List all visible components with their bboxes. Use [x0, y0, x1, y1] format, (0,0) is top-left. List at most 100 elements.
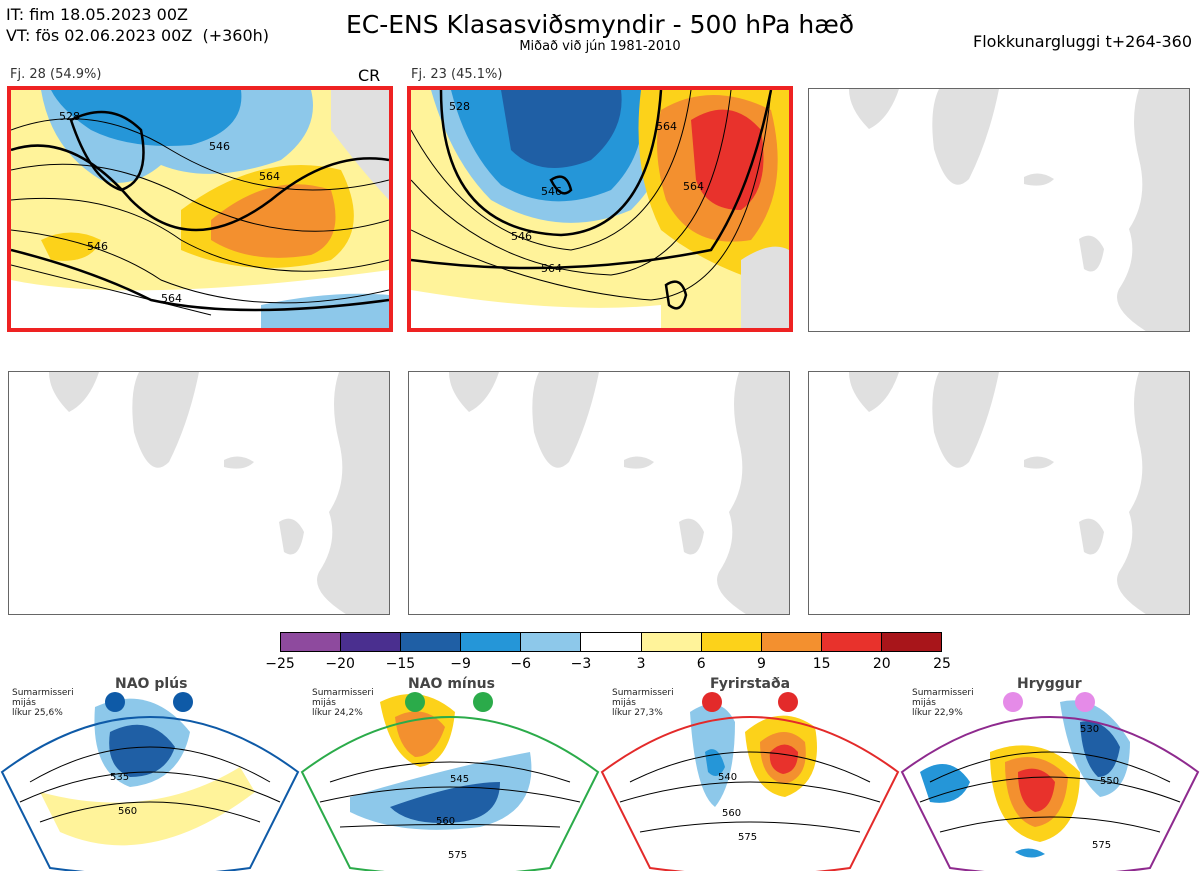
cluster-map-6[interactable] [808, 371, 1190, 615]
regime-fan-map: 535 560 [0, 698, 300, 871]
land-outline [49, 372, 389, 614]
land-outline [849, 372, 1189, 614]
colorbar [280, 632, 942, 652]
regime-dot [105, 692, 125, 712]
regime-dot [473, 692, 493, 712]
contour-label: 528 [449, 100, 470, 113]
colorbar-segment [581, 633, 642, 651]
colorbar-tick-label: −20 [325, 656, 355, 672]
colorbar-segment [341, 633, 402, 651]
regime-season: Sumarmisseri [612, 688, 674, 698]
regime-nao-minus: 545 560 575 Sumarmisseri mijás líkur 24,… [300, 672, 600, 871]
regime-prob: líkur 22,9% [912, 708, 963, 718]
panel-1-tag: CR [358, 66, 381, 85]
cluster-map-1[interactable]: 528 546 546 564 564 [7, 86, 393, 332]
regime-season: Sumarmisseri [12, 688, 74, 698]
regime-dot [405, 692, 425, 712]
regime-name: Hryggur [1017, 676, 1082, 692]
contour-label: 545 [450, 774, 469, 785]
regime-name: Fyrirstaða [710, 676, 791, 692]
contour-label: 546 [511, 230, 532, 243]
land-outline [849, 89, 1189, 331]
contour-label: 546 [87, 240, 108, 253]
contour-label: 564 [656, 120, 677, 133]
contour-label: 540 [718, 772, 737, 783]
regime-info: Sumarmisseri mijás líkur 27,3% [612, 688, 674, 718]
contour-label: 530 [1080, 724, 1099, 735]
colorbar-segment [461, 633, 522, 651]
regime-ridge: 530 550 575 Sumarmisseri mijás líkur 22,… [900, 672, 1200, 871]
regime-prob: líkur 24,2% [312, 708, 363, 718]
contour-label: 528 [59, 110, 80, 123]
header-info: IT: fim 18.05.2023 00Z VT: fös 02.06.2023… [6, 4, 269, 46]
contour-label: 564 [161, 292, 182, 305]
regime-blocking: 540 560 575 Sumarmisseri mijás líkur 27,… [600, 672, 900, 871]
contour-label: 564 [259, 170, 280, 183]
regime-sub: mijás [312, 698, 336, 708]
cluster-map-5[interactable] [408, 371, 790, 615]
regime-dot [702, 692, 722, 712]
regime-info: Sumarmisseri mijás líkur 22,9% [912, 688, 974, 718]
regime-name: NAO plús [115, 676, 188, 692]
window-label: Flokkunargluggi t+264-360 [973, 32, 1192, 51]
colorbar-tick-label: 3 [636, 656, 646, 672]
regime-prob: líkur 25,6% [12, 708, 63, 718]
colorbar-tick-label: 6 [696, 656, 706, 672]
colorbar-segment [641, 633, 702, 651]
colorbar-segment [281, 633, 342, 651]
colorbar-tick-label: 15 [812, 656, 831, 672]
cluster-map-1-graphic: 528 546 546 564 564 [11, 90, 389, 328]
regime-sub: mijás [12, 698, 36, 708]
regime-name: NAO mínus [408, 676, 495, 692]
contour-label: 575 [1092, 840, 1111, 851]
colorbar-segment [401, 633, 462, 651]
regime-dot [1003, 692, 1023, 712]
contour-label: 550 [1100, 776, 1119, 787]
contour-label: 560 [436, 816, 455, 827]
contour-label: 575 [448, 850, 467, 861]
regime-prob: líkur 27,3% [612, 708, 663, 718]
contour-label: 564 [683, 180, 704, 193]
colorbar-segment [701, 633, 762, 651]
contour-label: 546 [209, 140, 230, 153]
colorbar-tick-label: −9 [450, 656, 471, 672]
regime-season: Sumarmisseri [312, 688, 374, 698]
colorbar-tick-label: 25 [933, 656, 951, 672]
regime-dot [173, 692, 193, 712]
contour-label: 560 [118, 806, 137, 817]
colorbar-segment [821, 633, 882, 651]
valid-time: VT: fös 02.06.2023 00Z (+360h) [6, 26, 270, 45]
cluster-map-2[interactable]: 528 546 546 564 564 564 [407, 86, 793, 332]
regime-dot [1075, 692, 1095, 712]
regime-info: Sumarmisseri mijás líkur 24,2% [312, 688, 374, 718]
regime-sub: mijás [912, 698, 936, 708]
cluster-map-4[interactable] [8, 371, 390, 615]
regime-fan-map: 545 560 575 [300, 694, 600, 871]
colorbar-segment [881, 633, 942, 651]
regime-fan-map: 530 550 575 [900, 700, 1200, 871]
land-outline [449, 372, 789, 614]
init-time: IT: fim 18.05.2023 00Z [6, 5, 188, 24]
colorbar-tick-label: 20 [872, 656, 891, 672]
regime-sub: mijás [612, 698, 636, 708]
contour-label: 564 [541, 262, 562, 275]
contour-label: 560 [722, 808, 741, 819]
regime-dot [778, 692, 798, 712]
colorbar-tick-label: −15 [385, 656, 416, 672]
colorbar-segment [521, 633, 582, 651]
regime-season: Sumarmisseri [912, 688, 974, 698]
contour-label: 575 [738, 832, 757, 843]
colorbar-segment [761, 633, 822, 651]
panel-1-label: Fj. 28 (54.9%) [10, 67, 102, 82]
regime-fan-map: 540 560 575 [600, 704, 900, 871]
contour-label: 535 [110, 772, 129, 783]
regime-info: Sumarmisseri mijás líkur 25,6% [12, 688, 74, 718]
colorbar-tick-label: −6 [510, 656, 532, 672]
regime-nao-plus: 535 560 Sumarmisseri mijás líkur 25,6% N… [0, 672, 300, 871]
page-title: EC-ENS Klasasviðsmyndir - 500 hPa hæð [345, 10, 855, 39]
panel-2-label: Fj. 23 (45.1%) [411, 67, 503, 82]
cluster-map-2-graphic: 528 546 546 564 564 564 [411, 90, 789, 328]
cluster-map-3[interactable] [808, 88, 1190, 332]
colorbar-tick-label: 9 [756, 656, 766, 672]
colorbar-tick-label: −25 [265, 656, 295, 672]
